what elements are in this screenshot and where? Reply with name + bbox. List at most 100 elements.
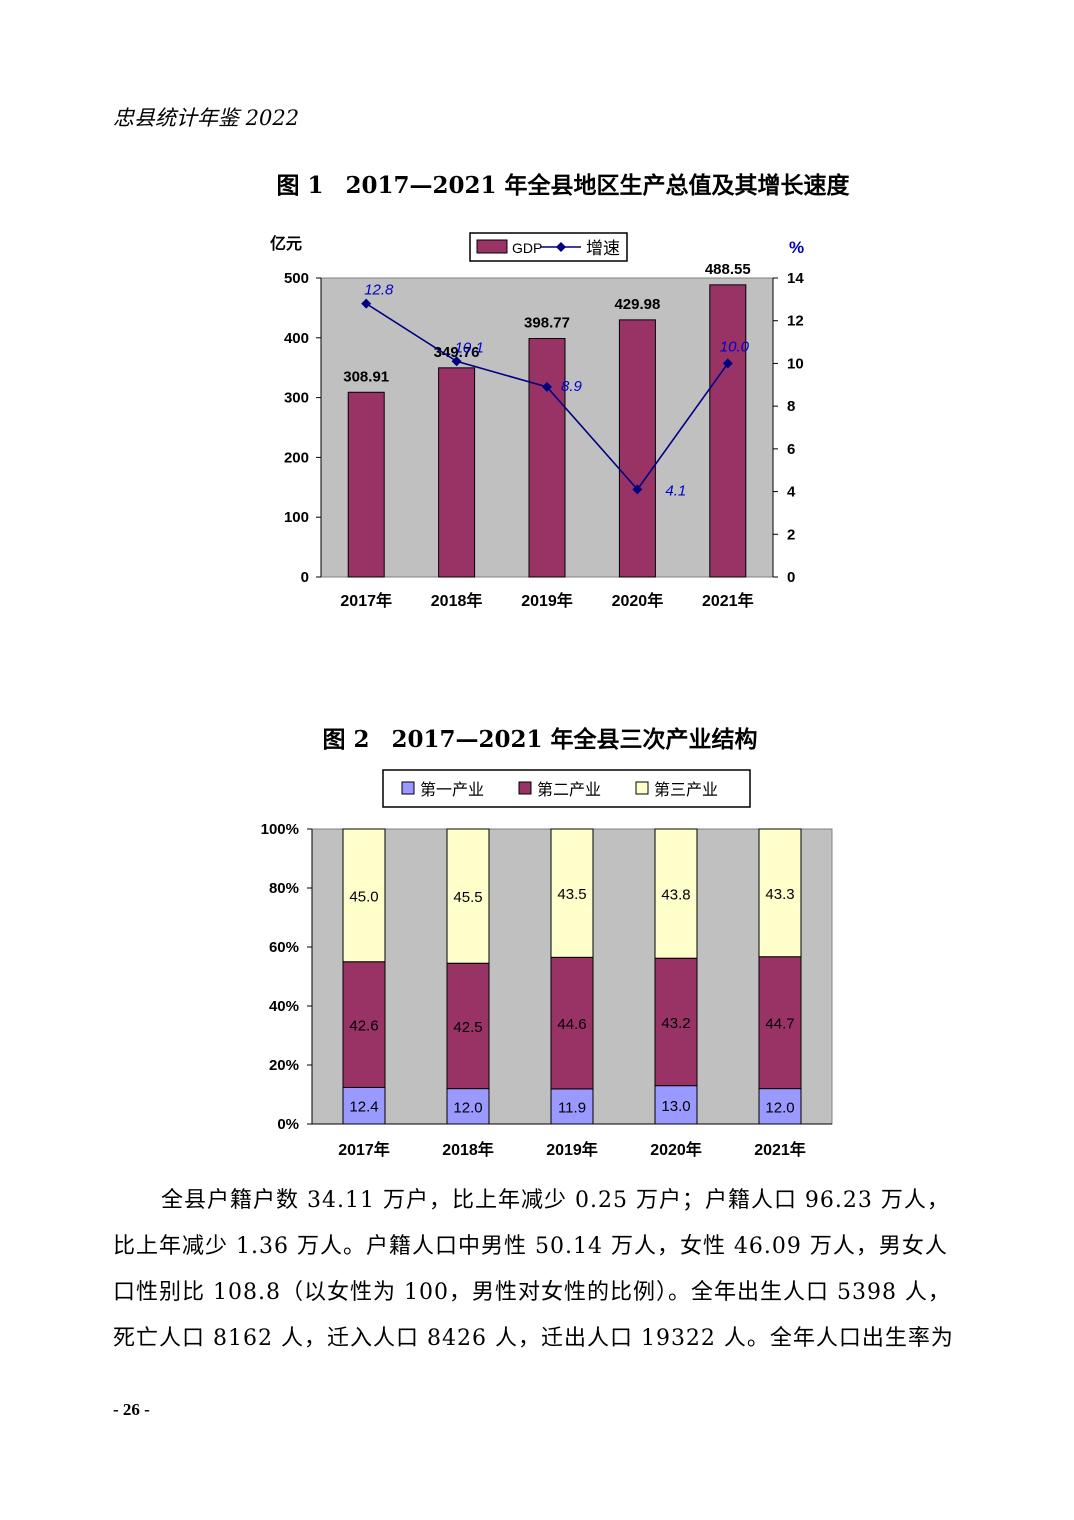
fig2-secondary-label: 42.5 bbox=[453, 1019, 482, 1036]
fig1-right-tick-label: 6 bbox=[787, 441, 795, 458]
fig2-x-label: 2021年 bbox=[754, 1140, 806, 1159]
fig1-growth-label: 12.8 bbox=[364, 282, 394, 299]
fig1-growth-label: 10.1 bbox=[455, 339, 484, 356]
fig1-growth-marker bbox=[451, 356, 462, 367]
fig1-legend-growth-marker bbox=[556, 242, 566, 252]
fig1-x-label: 2021年 bbox=[702, 591, 754, 610]
fig1-left-tick-label: 400 bbox=[284, 330, 309, 347]
fig1-x-label: 2017年 bbox=[340, 591, 392, 610]
fig2-primary-segment bbox=[654, 1085, 698, 1125]
fig2-x-label: 2017年 bbox=[338, 1140, 390, 1159]
fig2-legend-swatch-secondary bbox=[518, 781, 532, 795]
fig2-tertiary-label: 45.5 bbox=[453, 889, 482, 906]
fig1-gdp-bar bbox=[347, 391, 385, 578]
paragraph-line-4: 死亡人口 8162 人，迁入人口 8426 人，迁出人口 19322 人。全年人… bbox=[113, 1326, 954, 1351]
figure1-title-text: 2017—2021 年全县地区生产总值及其增长速度 bbox=[345, 172, 850, 199]
fig2-primary-segment bbox=[550, 1088, 594, 1125]
fig1-growth-label: 4.1 bbox=[665, 482, 686, 499]
fig2-x-label: 2018年 bbox=[442, 1140, 494, 1159]
fig2-y-tick-label: 40% bbox=[269, 998, 299, 1015]
paragraph-line-3: 口性别比 108.8（以女性为 100，男性对女性的比例）。全年出生人口 539… bbox=[113, 1280, 951, 1305]
fig2-legend-swatch-primary bbox=[401, 781, 415, 795]
figure2-title-text: 2017—2021 年全县三次产业结构 bbox=[391, 726, 758, 753]
paragraph-line-2: 比上年减少 1.36 万人。户籍人口中男性 50.14 万人，女性 46.09 … bbox=[113, 1234, 948, 1259]
fig2-tertiary-label: 43.5 bbox=[557, 886, 586, 903]
fig1-legend-growth-label: 增速 bbox=[586, 239, 620, 258]
fig2-legend-swatch-tertiary bbox=[635, 781, 649, 795]
fig1-growth-marker bbox=[632, 484, 643, 495]
fig1-x-label: 2018年 bbox=[431, 591, 483, 610]
fig2-secondary-segment bbox=[342, 961, 386, 1088]
fig1-left-tick-label: 500 bbox=[284, 270, 309, 287]
population-paragraph: 全县户籍户数 34.11 万户，比上年减少 0.25 万户；户籍人口 96.23… bbox=[113, 1178, 963, 1362]
fig2-legend-box bbox=[382, 769, 751, 808]
figure2-label: 图 2 bbox=[322, 726, 370, 753]
fig1-right-tick-label: 0 bbox=[787, 569, 795, 586]
fig1-gdp-label: 429.98 bbox=[614, 296, 660, 313]
fig2-y-tick-label: 0% bbox=[277, 1116, 299, 1133]
fig2-tertiary-segment bbox=[654, 828, 698, 959]
fig1-x-label: 2019年 bbox=[521, 591, 573, 610]
fig2-legend-label-primary: 第一产业 bbox=[420, 781, 484, 799]
fig2-tertiary-segment bbox=[550, 828, 594, 958]
fig2-x-label: 2019年 bbox=[546, 1140, 598, 1159]
fig2-secondary-segment bbox=[550, 956, 594, 1090]
fig1-legend-gdp-label: GDP bbox=[512, 240, 542, 256]
fig1-right-tick-label: 8 bbox=[787, 398, 795, 415]
fig2-legend-label-secondary: 第二产业 bbox=[537, 781, 601, 799]
fig2-y-tick-label: 60% bbox=[269, 939, 299, 956]
figure1-label: 图 1 bbox=[276, 172, 324, 199]
fig2-tertiary-segment bbox=[758, 828, 802, 958]
fig2-tertiary-segment bbox=[446, 828, 490, 964]
fig2-primary-label: 12.0 bbox=[453, 1099, 482, 1116]
fig1-left-tick-label: 300 bbox=[284, 390, 309, 407]
fig2-tertiary-segment bbox=[342, 828, 386, 963]
fig1-right-tick-label: 14 bbox=[787, 270, 804, 287]
fig2-tertiary-label: 43.8 bbox=[661, 887, 690, 904]
fig1-x-label: 2020年 bbox=[612, 591, 664, 610]
figure1-title: 图 1 2017—2021 年全县地区生产总值及其增长速度 bbox=[26, 166, 1074, 200]
fig2-secondary-label: 43.2 bbox=[661, 1015, 690, 1032]
fig2-secondary-label: 44.7 bbox=[765, 1016, 794, 1033]
fig2-tertiary-label: 45.0 bbox=[349, 888, 378, 905]
fig2-secondary-label: 42.6 bbox=[349, 1018, 378, 1035]
fig2-x-label: 2020年 bbox=[650, 1140, 702, 1159]
fig2-y-tick-label: 20% bbox=[269, 1057, 299, 1074]
fig2-legend-label-tertiary: 第三产业 bbox=[654, 781, 718, 799]
fig1-growth-marker bbox=[722, 358, 733, 369]
fig1-gdp-label: 308.91 bbox=[343, 368, 389, 385]
fig1-left-tick-label: 200 bbox=[284, 449, 309, 466]
fig2-primary-label: 12.0 bbox=[765, 1099, 794, 1116]
paragraph-line-1: 全县户籍户数 34.11 万户，比上年减少 0.25 万户；户籍人口 96.23… bbox=[161, 1188, 950, 1213]
fig2-secondary-segment bbox=[654, 957, 698, 1087]
fig2-tertiary-label: 43.3 bbox=[765, 886, 794, 903]
fig1-gdp-bar bbox=[528, 338, 566, 578]
fig2-primary-label: 11.9 bbox=[558, 1099, 586, 1116]
fig1-right-tick-label: 12 bbox=[787, 313, 804, 330]
fig1-right-tick-label: 10 bbox=[787, 355, 804, 372]
yearbook-header: 忠县统计年鉴 2022 bbox=[113, 106, 300, 130]
page-number: - 26 - bbox=[113, 1400, 150, 1419]
fig1-right-tick-label: 4 bbox=[787, 484, 796, 501]
figure2-title: 图 2 2017—2021 年全县三次产业结构 bbox=[3, 720, 1074, 754]
fig2-y-tick-label: 100% bbox=[261, 821, 299, 838]
fig2-primary-label: 12.4 bbox=[349, 1099, 378, 1116]
fig2-secondary-segment bbox=[446, 962, 490, 1090]
fig1-gdp-bar bbox=[438, 367, 476, 578]
fig2-primary-label: 13.0 bbox=[661, 1098, 690, 1115]
fig1-growth-marker bbox=[361, 298, 372, 309]
fig1-gdp-label: 398.77 bbox=[524, 315, 570, 332]
fig2-primary-segment bbox=[758, 1088, 802, 1125]
fig1-gdp-label: 349.76 bbox=[434, 344, 480, 361]
fig1-left-tick-label: 100 bbox=[284, 509, 309, 526]
fig1-gdp-label: 488.55 bbox=[705, 261, 751, 278]
fig1-legend-gdp-swatch bbox=[476, 239, 508, 254]
fig2-secondary-label: 44.6 bbox=[557, 1016, 586, 1033]
fig1-right-tick-label: 2 bbox=[787, 526, 795, 543]
fig1-gdp-bar bbox=[618, 319, 656, 578]
fig1-growth-label: 8.9 bbox=[561, 378, 583, 395]
fig1-growth-label: 10.0 bbox=[720, 338, 750, 355]
fig2-y-tick-label: 80% bbox=[269, 880, 299, 897]
fig1-growth-marker bbox=[542, 381, 552, 392]
